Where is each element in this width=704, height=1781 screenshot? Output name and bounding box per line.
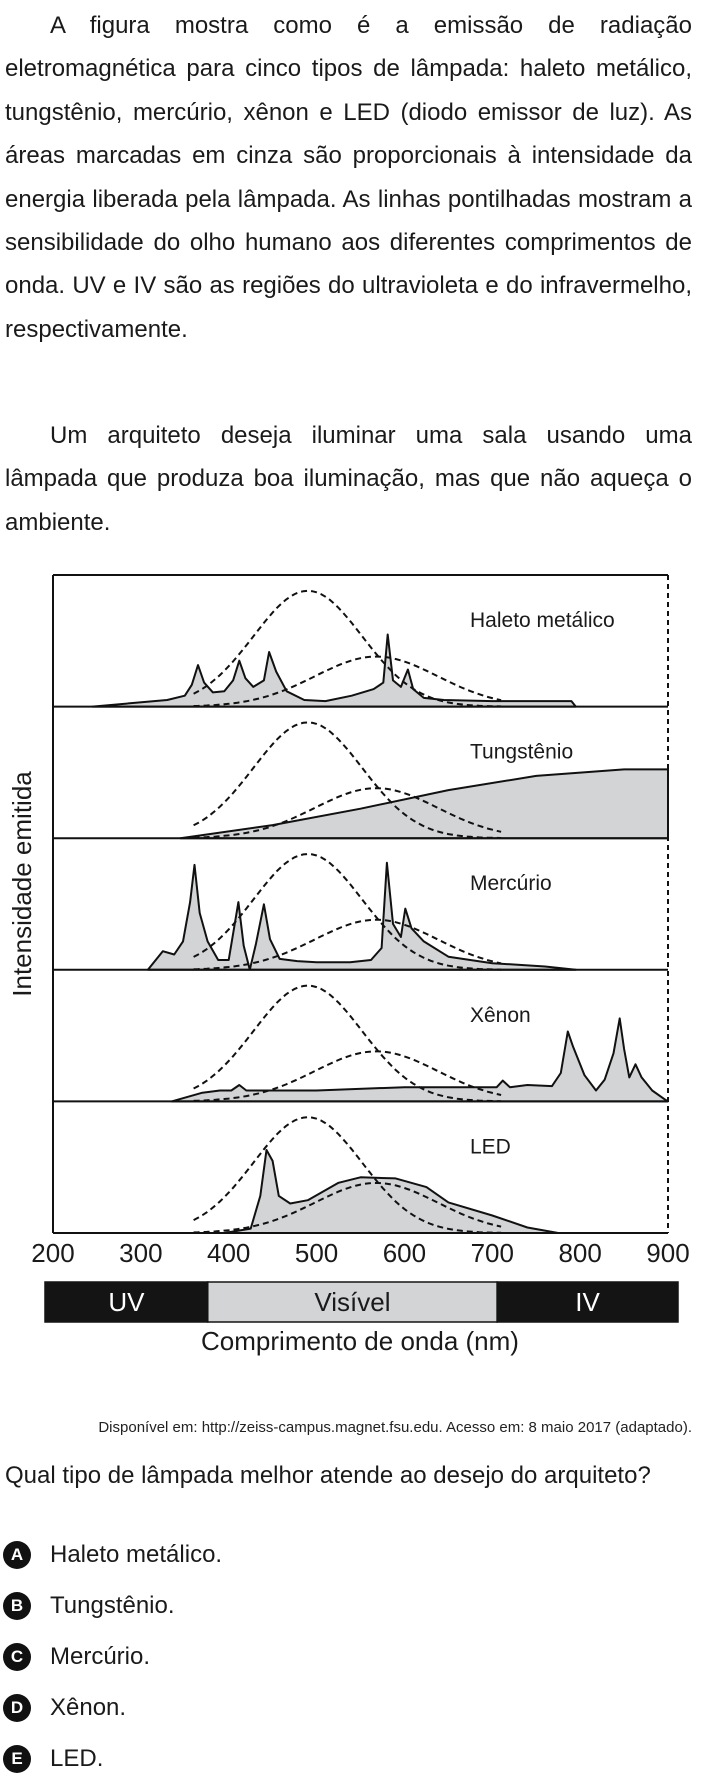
eye-sensitivity-curve-a	[193, 721, 502, 839]
option-letter-badge: B	[3, 1592, 31, 1620]
band-label: Visível	[314, 1287, 390, 1317]
emission-curve	[223, 1149, 560, 1234]
x-tick-label: 900	[646, 1238, 689, 1268]
option-text: Tungstênio.	[50, 1592, 175, 1619]
eye-sensitivity-curve-a	[193, 589, 502, 708]
eye-sensitivity-curve-b	[193, 918, 502, 971]
panel-haleto-metalico: Haleto metálico	[53, 589, 668, 708]
panel-mercurio: Mercúrio	[53, 852, 668, 971]
option-b[interactable]: B Tungstênio.	[0, 1586, 175, 1626]
eye-sensitivity-curve-b	[193, 1050, 502, 1102]
x-tick-label: 200	[31, 1238, 74, 1268]
panel-led: LED	[53, 1116, 668, 1234]
option-letter-badge: C	[3, 1643, 31, 1671]
emission-curve	[91, 633, 577, 708]
emission-curve	[179, 768, 669, 840]
eye-sensitivity-curve-b	[193, 1182, 502, 1234]
option-text: Xênon.	[50, 1694, 127, 1721]
option-text: LED.	[50, 1745, 104, 1772]
panel-tungstenio: Tungstênio	[53, 721, 669, 840]
panel-xenon: Xênon	[53, 984, 669, 1103]
option-text: Mercúrio.	[50, 1643, 151, 1670]
band-label: IV	[575, 1287, 600, 1317]
option-letter-badge: A	[3, 1541, 31, 1569]
series-label: Tungstênio	[470, 741, 573, 764]
emission-curve	[146, 861, 577, 971]
option-letter-badge: D	[3, 1694, 31, 1722]
band-label: UV	[108, 1287, 145, 1317]
emission-spectra-chart: Haleto metálico Tungstênio Mercúrio Xênon LE…	[7, 574, 690, 1356]
x-tick-label: 700	[471, 1238, 514, 1268]
eye-sensitivity-curve-a	[193, 984, 502, 1103]
question-text: Qual tipo de lâmpada melhor atende ao de…	[5, 1462, 651, 1489]
series-label: LED	[470, 1135, 511, 1158]
series-label: Haleto metálico	[470, 609, 615, 632]
eye-sensitivity-curve-b	[193, 787, 502, 839]
option-a[interactable]: A Haleto metálico.	[0, 1535, 222, 1575]
eye-sensitivity-curve-b	[193, 655, 502, 707]
eye-sensitivity-curve-a	[193, 852, 502, 971]
series-label: Xênon	[470, 1004, 531, 1027]
x-tick-label: 500	[295, 1238, 338, 1268]
emission-curve	[170, 1017, 669, 1103]
option-text: Haleto metálico.	[50, 1541, 223, 1568]
option-e[interactable]: E LED.	[0, 1739, 103, 1779]
x-axis-label: Comprimento de onda (nm)	[201, 1326, 519, 1356]
option-c[interactable]: C Mercúrio.	[0, 1637, 150, 1677]
x-tick-label: 400	[207, 1238, 250, 1268]
intro-paragraph: A figura mostra como é a emissão de radi…	[5, 12, 692, 343]
band-uv	[44, 1281, 209, 1323]
x-tick-label: 600	[383, 1238, 426, 1268]
band-ir	[496, 1281, 679, 1323]
eye-sensitivity-curve-a	[193, 1116, 502, 1234]
series-label: Mercúrio	[470, 872, 552, 895]
y-axis-label: Intensidade emitida	[7, 771, 37, 997]
option-d[interactable]: D Xênon.	[0, 1688, 126, 1728]
x-tick-label: 800	[558, 1238, 601, 1268]
figure-source: Disponível em: http://zeiss-campus.magne…	[98, 1419, 692, 1436]
x-tick-label: 300	[119, 1238, 162, 1268]
context-paragraph: Um arquiteto deseja iluminar uma sala us…	[5, 422, 692, 536]
option-letter-badge: E	[3, 1745, 31, 1773]
